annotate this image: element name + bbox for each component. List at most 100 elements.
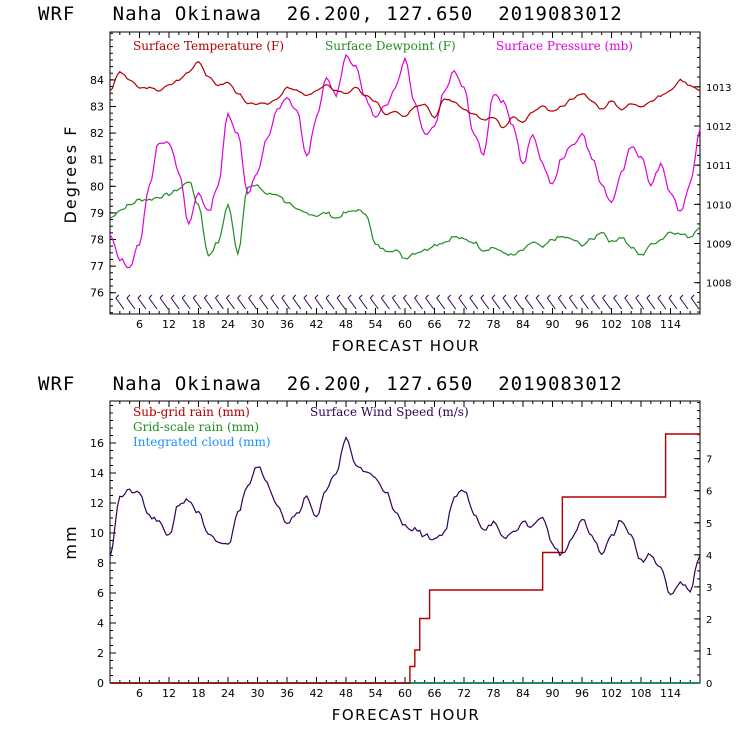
y-tick-label: 76 bbox=[90, 287, 104, 300]
x-tick-label: 84 bbox=[516, 318, 530, 331]
wind-barb bbox=[292, 297, 302, 310]
wind-barb-flag bbox=[580, 294, 584, 299]
y-tick-label: 84 bbox=[90, 74, 104, 87]
legend-subgrid-rain: Sub-grid rain (mm) bbox=[133, 405, 250, 419]
wind-barb bbox=[270, 297, 280, 310]
wind-barb-flag bbox=[237, 294, 241, 299]
wind-barb-flag bbox=[491, 294, 496, 299]
subgrid-rain-line bbox=[110, 433, 700, 684]
bottom-chart-title: WRF Naha Okinawa 26.200, 127.650 2019083… bbox=[38, 373, 623, 395]
wind-barb-flag bbox=[325, 294, 330, 299]
temperature-line bbox=[109, 60, 701, 129]
y-tick-label: 78 bbox=[90, 234, 104, 247]
legend-gridscale-rain: Grid-scale rain (mm) bbox=[133, 420, 259, 434]
x-tick-label: 108 bbox=[631, 318, 652, 331]
wind-barb bbox=[624, 297, 634, 310]
x-tick-label: 54 bbox=[369, 318, 383, 331]
wind-barb-flag bbox=[148, 294, 153, 299]
wind-barb-flag bbox=[646, 294, 651, 299]
wind-barb-flag bbox=[668, 294, 673, 299]
legend-dewpoint: Surface Dewpoint (F) bbox=[325, 39, 456, 53]
wind-barb-flag bbox=[436, 294, 440, 299]
wind-barb bbox=[303, 297, 313, 310]
wind-barb bbox=[524, 297, 534, 310]
wind-barb bbox=[314, 297, 324, 310]
x-tick-label: 84 bbox=[516, 687, 530, 700]
wind-barb-flag bbox=[635, 294, 640, 299]
wind-barb bbox=[502, 297, 512, 310]
wind-barb-flag bbox=[137, 294, 142, 299]
wind-barb bbox=[546, 297, 556, 310]
x-tick-label: 90 bbox=[546, 318, 560, 331]
wind-barb bbox=[458, 297, 468, 310]
rain-wind-chart: WRF Naha Okinawa 26.200, 127.650 2019083… bbox=[38, 373, 712, 724]
wind-barb bbox=[646, 297, 656, 310]
x-tick-label: 42 bbox=[310, 318, 324, 331]
top-y-axis-label: Degrees F bbox=[61, 125, 80, 224]
y-tick-label: 77 bbox=[90, 260, 104, 273]
wind-barb bbox=[436, 297, 446, 310]
y2-tick-label: 1012 bbox=[706, 122, 731, 133]
wind-barb-flag bbox=[259, 294, 263, 299]
wind-barb bbox=[369, 297, 379, 310]
x-tick-label: 102 bbox=[601, 687, 622, 700]
wind-barb-flag bbox=[591, 294, 595, 299]
wind-barb-flag bbox=[657, 294, 662, 299]
x-tick-label: 114 bbox=[660, 318, 681, 331]
wind-barb-flag bbox=[690, 294, 695, 299]
wind-barb-flag bbox=[203, 294, 208, 299]
wind-barb bbox=[325, 297, 335, 310]
wind-barb-flag bbox=[679, 294, 684, 299]
wind-barb-flag bbox=[270, 294, 275, 299]
wind-barb-flag bbox=[458, 294, 463, 299]
wind-barb bbox=[403, 297, 412, 310]
y2-tick-label: 1 bbox=[706, 647, 712, 658]
x-tick-label: 96 bbox=[575, 687, 589, 700]
wind-barb bbox=[237, 297, 246, 310]
y-tick-label: 79 bbox=[90, 207, 104, 220]
wind-barb-flag bbox=[248, 294, 252, 299]
x-tick-label: 18 bbox=[192, 687, 206, 700]
x-tick-label: 12 bbox=[162, 318, 176, 331]
x-tick-label: 102 bbox=[601, 318, 622, 331]
top-axes: 6 12 18 24 30 36 42 48 54 60 66 72 78 84 90 96 102 108 114… bbox=[90, 32, 731, 331]
wind-barb bbox=[347, 297, 357, 310]
x-tick-label: 60 bbox=[398, 687, 412, 700]
wind-barb bbox=[214, 297, 224, 310]
x-tick-label: 78 bbox=[487, 318, 501, 331]
y2-tick-label: 1011 bbox=[706, 161, 731, 172]
x-tick-label: 60 bbox=[398, 318, 412, 331]
wind-barb bbox=[148, 297, 158, 310]
x-tick-label: 72 bbox=[457, 318, 471, 331]
y-tick-label: 82 bbox=[90, 127, 104, 140]
dewpoint-line bbox=[109, 181, 701, 260]
x-tick-label: 48 bbox=[339, 687, 353, 700]
wind-barb-flag bbox=[546, 294, 551, 299]
wind-barb bbox=[580, 297, 589, 310]
wind-barb bbox=[591, 297, 600, 310]
wind-barb bbox=[447, 297, 457, 310]
wind-barb-flag bbox=[480, 294, 485, 299]
wind-barb-flag bbox=[380, 294, 385, 299]
y-tick-label: 4 bbox=[97, 617, 104, 630]
y2-tick-label: 2 bbox=[706, 615, 712, 626]
wind-barb-flag bbox=[192, 294, 197, 299]
y2-tick-label: 1008 bbox=[706, 279, 731, 290]
wind-barb-flag bbox=[535, 294, 540, 299]
wind-barb-flag bbox=[292, 294, 297, 299]
top-plot-frame bbox=[109, 31, 701, 315]
y2-tick-label: 4 bbox=[706, 551, 712, 562]
wind-barb bbox=[513, 297, 523, 310]
y-tick-label: 80 bbox=[90, 180, 104, 193]
legend-integrated-cloud: Integrated cloud (mm) bbox=[133, 435, 271, 449]
x-tick-label: 24 bbox=[221, 687, 235, 700]
wind-barb-flag bbox=[336, 294, 341, 299]
y-tick-label: 8 bbox=[97, 557, 104, 570]
wind-barb-flag bbox=[314, 294, 319, 299]
wind-barb-flag bbox=[181, 294, 186, 299]
legend-temperature: Surface Temperature (F) bbox=[133, 39, 284, 53]
wind-barb-flag bbox=[303, 294, 308, 299]
y2-tick-label: 3 bbox=[706, 583, 712, 594]
wind-barb bbox=[358, 297, 368, 310]
y-tick-label: 2 bbox=[97, 647, 104, 660]
